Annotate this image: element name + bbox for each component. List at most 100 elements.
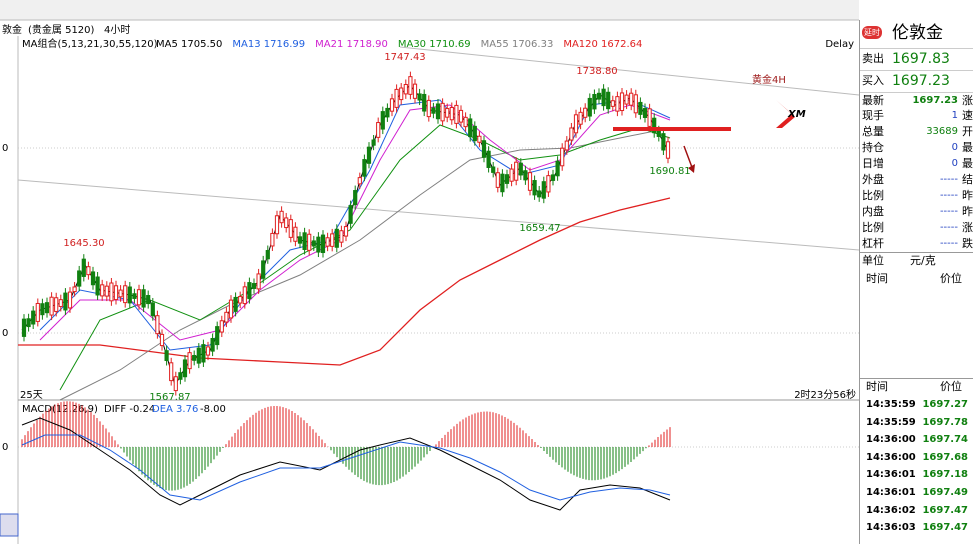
macd-diff: DIFF -0.24 [104,404,155,415]
quote-row-value: ----- [939,206,958,217]
price-header: 价位 [940,272,962,285]
left-mark: 0 [2,143,8,154]
trade-time: 14:36:00 [866,434,916,446]
quote-row: 比例 ----- 昨 [860,188,973,204]
logo: XM [787,109,806,120]
candle-body [527,172,533,191]
candle-body [491,166,496,173]
candle-body [118,289,123,298]
candle-body [573,114,579,134]
ma-label[interactable]: MA组合(5,13,21,30,55,120) [22,37,158,50]
quote-row-value: 1 [951,110,958,121]
candle-body [316,236,321,253]
candle-body [123,285,128,304]
quote-row-value: ----- [939,222,958,233]
macd-label[interactable]: MACD(12,26,9) [22,404,98,415]
candle-body [665,141,671,159]
candle-body [514,161,519,181]
quote-row: 现手 1 速 [860,108,973,124]
macd-dea: DEA 3.76 [152,404,198,415]
macd-dea-line [21,434,671,501]
candle-body [642,108,648,118]
trade-time: 14:35:59 [866,416,916,428]
trade-price-header: 价位 [940,380,962,393]
candle-body [583,107,588,118]
macd-value: -8.00 [200,404,226,415]
candle-body [26,318,31,328]
quote-row: 总量 33689 开 [860,124,973,140]
candle-body [601,88,606,107]
symbol: 敦金 [2,23,22,36]
candle-body [182,359,188,378]
quote-row-value: ----- [939,190,958,201]
candles [21,71,671,396]
quote-row-label: 外盘 [862,173,884,186]
candle-body [284,217,289,229]
quote-row-value: ----- [939,238,958,249]
candle-body [192,354,197,361]
candle-body [35,302,40,322]
candle-body [615,96,620,112]
candle-body [307,233,312,251]
delay: Delay [825,39,854,50]
candle-body [468,118,473,138]
candle-body [656,130,661,137]
quote-panel: 延时 伦敦金 卖出 1697.83 买入 1697.23 最新 1697.23 涨现… [859,20,973,544]
candle-body [371,139,376,146]
quote-row: 持仓 0 最 [860,140,973,156]
candle-body [279,210,284,224]
countdown: 2时23分56秒 [794,388,856,401]
candle-body [399,87,404,101]
trade-row: 14:35:59 1697.27 [860,397,973,413]
macd-diff-line [21,417,671,511]
trade-row: 14:36:01 1697.18 [860,467,973,483]
candle-body [560,147,565,167]
quote-row: 内盘 ----- 昨 [860,204,973,220]
candle-body [385,107,390,118]
period[interactable]: 4小时 [104,24,130,36]
candle-body [210,337,215,352]
time-header: 时间 [866,272,888,285]
trade-price: 1697.68 [922,451,968,463]
candle-body [334,228,339,248]
candle-body [330,233,335,247]
candle-body [256,273,261,290]
candle-body [546,175,551,193]
candle-body [624,94,629,105]
ma55-line [59,127,671,401]
candle-body [652,117,657,134]
candle-body [63,292,68,311]
quote-row-extra: 开 [962,125,973,138]
trade-price: 1697.74 [922,434,968,446]
candle-body [219,320,224,333]
candle-body [523,170,528,181]
candle-body [412,83,418,99]
badge: 延时 [862,26,882,39]
buy-label: 买入 [862,74,884,87]
trade-price: 1697.27 [922,399,968,410]
candle-body [518,162,523,176]
quote-row-extra: 涨 [962,221,973,234]
candle-body [647,108,652,127]
candle-body [21,318,27,337]
candle-body [454,104,459,124]
candle-body [247,282,252,300]
candle-body [481,140,487,158]
trade-price: 1697.18 [922,469,968,481]
candle-body [109,282,114,302]
candle-body [215,326,220,346]
candle-body [629,92,634,106]
ma21-line [39,104,671,341]
trade-time: 14:35:59 [866,399,916,410]
candle-body [169,362,174,382]
price-label: 1690.81 [649,166,690,177]
quote-row-label: 总量 [862,125,884,138]
candle-body [265,250,270,260]
candle-body [661,133,666,151]
trade-time-header: 时间 [866,380,888,393]
candle-body [362,159,367,177]
candle-body [376,122,381,138]
bars-count: 25天 [20,390,43,401]
candle-body [422,93,427,112]
